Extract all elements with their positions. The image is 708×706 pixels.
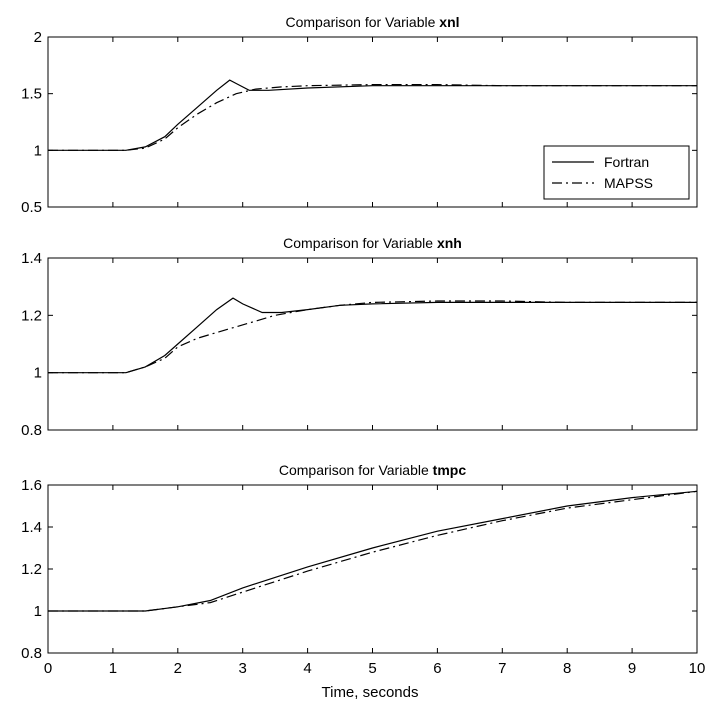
series-line-fortran-xnl — [48, 79, 697, 151]
y-tick-label: 0.8 — [21, 422, 42, 439]
series-line-fortran-tmpc — [48, 490, 698, 612]
series-line-mapss-xnh — [48, 300, 697, 374]
y-tick-label: 1.5 — [21, 86, 42, 103]
y-tick-label: 1 — [34, 603, 42, 620]
x-tick-label: 1 — [109, 660, 117, 677]
y-tick-label: 1 — [34, 365, 42, 382]
x-tick-label: 4 — [303, 660, 311, 677]
series-line-mapss-tmpc — [48, 490, 698, 612]
chart-panel-xnh: Comparison for Variable xnh 0.8 1 1.2 1.4 — [21, 235, 698, 439]
series-line-mapss-xnl — [48, 83, 697, 151]
series-line-fortran-xnh — [48, 297, 697, 374]
y-tick-label: 1.6 — [21, 477, 42, 494]
x-tick-label: 8 — [563, 660, 571, 677]
y-tick-label: 1.4 — [21, 250, 42, 267]
y-tick-label: 1.2 — [21, 561, 42, 578]
x-axis-label: Time, seconds — [322, 684, 419, 701]
axes-frame-tmpc — [47, 484, 698, 654]
legend-label-fortran: Fortran — [604, 154, 649, 170]
chart-title-xnh: Comparison for Variable xnh — [283, 235, 462, 251]
chart-panels: Comparison for Variable xnl 0.5 1 1.5 2 Fortr… — [21, 14, 705, 677]
x-tick-label: 3 — [239, 660, 247, 677]
x-tick-label: 6 — [433, 660, 441, 677]
legend-box — [543, 145, 690, 200]
y-tick-label: 2 — [34, 29, 42, 46]
x-tick-label: 7 — [498, 660, 506, 677]
y-tick-label: 1.4 — [21, 519, 42, 536]
legend: Fortran MAPSS — [543, 145, 690, 200]
legend-label-mapss: MAPSS — [604, 175, 653, 191]
y-tick-label: 0.5 — [21, 199, 42, 216]
y-tick-label: 1 — [34, 142, 42, 159]
x-tick-label: 5 — [368, 660, 376, 677]
y-tick-label: 1.2 — [21, 307, 42, 324]
x-tick-label: 10 — [689, 660, 706, 677]
chart-panel-xnl: Comparison for Variable xnl 0.5 1 1.5 2 Fortr… — [21, 14, 698, 216]
y-tick-label: 0.8 — [21, 645, 42, 662]
chart-title-tmpc: Comparison for Variable tmpc — [279, 462, 466, 478]
chart-title-xnl: Comparison for Variable xnl — [285, 14, 459, 30]
x-tick-label: 0 — [44, 660, 52, 677]
axes-frame-xnh — [47, 257, 698, 431]
x-tick-label: 9 — [628, 660, 636, 677]
x-tick-label: 2 — [174, 660, 182, 677]
